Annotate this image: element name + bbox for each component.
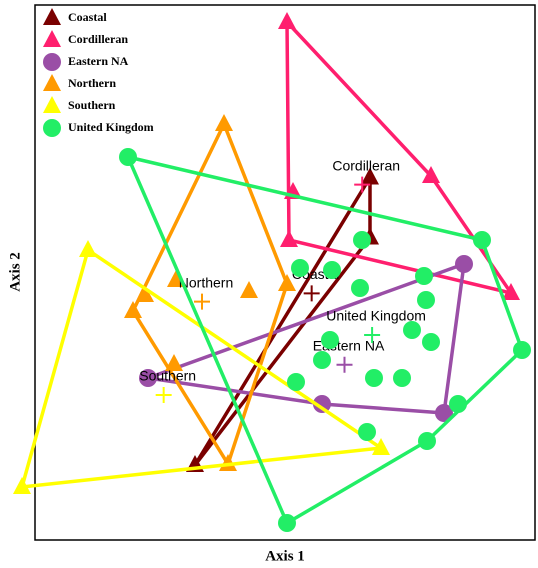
centroid bbox=[303, 285, 320, 302]
plot-frame bbox=[34, 4, 536, 541]
data-point bbox=[291, 259, 309, 277]
y-axis-title: Axis 2 bbox=[7, 252, 23, 292]
centroid bbox=[364, 326, 381, 343]
data-point bbox=[403, 321, 421, 339]
legend-marker bbox=[43, 119, 61, 137]
legend-marker bbox=[43, 8, 61, 25]
legend-marker bbox=[43, 96, 61, 113]
centroid-label: United Kingdom bbox=[326, 308, 426, 324]
legend-marker bbox=[43, 74, 61, 91]
data-point bbox=[393, 369, 411, 387]
centroid-label: Cordilleran bbox=[332, 157, 400, 173]
hull bbox=[19, 247, 386, 490]
x-axis-title: Axis 1 bbox=[265, 548, 305, 564]
legend-marker bbox=[43, 53, 61, 71]
hull bbox=[285, 17, 516, 296]
centroid bbox=[155, 387, 172, 403]
legend-label: Cordilleran bbox=[68, 32, 128, 46]
data-point bbox=[240, 281, 258, 298]
data-point bbox=[287, 373, 305, 391]
centroid-label: Northern bbox=[179, 274, 233, 290]
data-point bbox=[167, 270, 185, 287]
legend-label: United Kingdom bbox=[68, 120, 154, 134]
legend-label: Coastal bbox=[68, 10, 107, 24]
data-point bbox=[417, 291, 435, 309]
data-point bbox=[358, 423, 376, 441]
data-point bbox=[415, 267, 433, 285]
centroid bbox=[354, 176, 371, 193]
hull bbox=[125, 154, 525, 526]
legend-label: Eastern NA bbox=[68, 54, 129, 68]
centroid bbox=[336, 356, 353, 373]
legend-label: Southern bbox=[68, 98, 116, 112]
hull bbox=[131, 119, 289, 469]
legend-marker bbox=[43, 30, 61, 47]
hull bbox=[147, 261, 467, 415]
legend-label: Northern bbox=[68, 76, 116, 90]
hull bbox=[193, 171, 372, 467]
centroid bbox=[194, 293, 210, 310]
data-point bbox=[353, 231, 371, 249]
centroid-label: Southern bbox=[139, 368, 196, 384]
data-point bbox=[321, 331, 339, 349]
data-point bbox=[313, 351, 331, 369]
data-point bbox=[323, 261, 341, 279]
data-point bbox=[351, 279, 369, 297]
data-point bbox=[422, 333, 440, 351]
data-point bbox=[365, 369, 383, 387]
